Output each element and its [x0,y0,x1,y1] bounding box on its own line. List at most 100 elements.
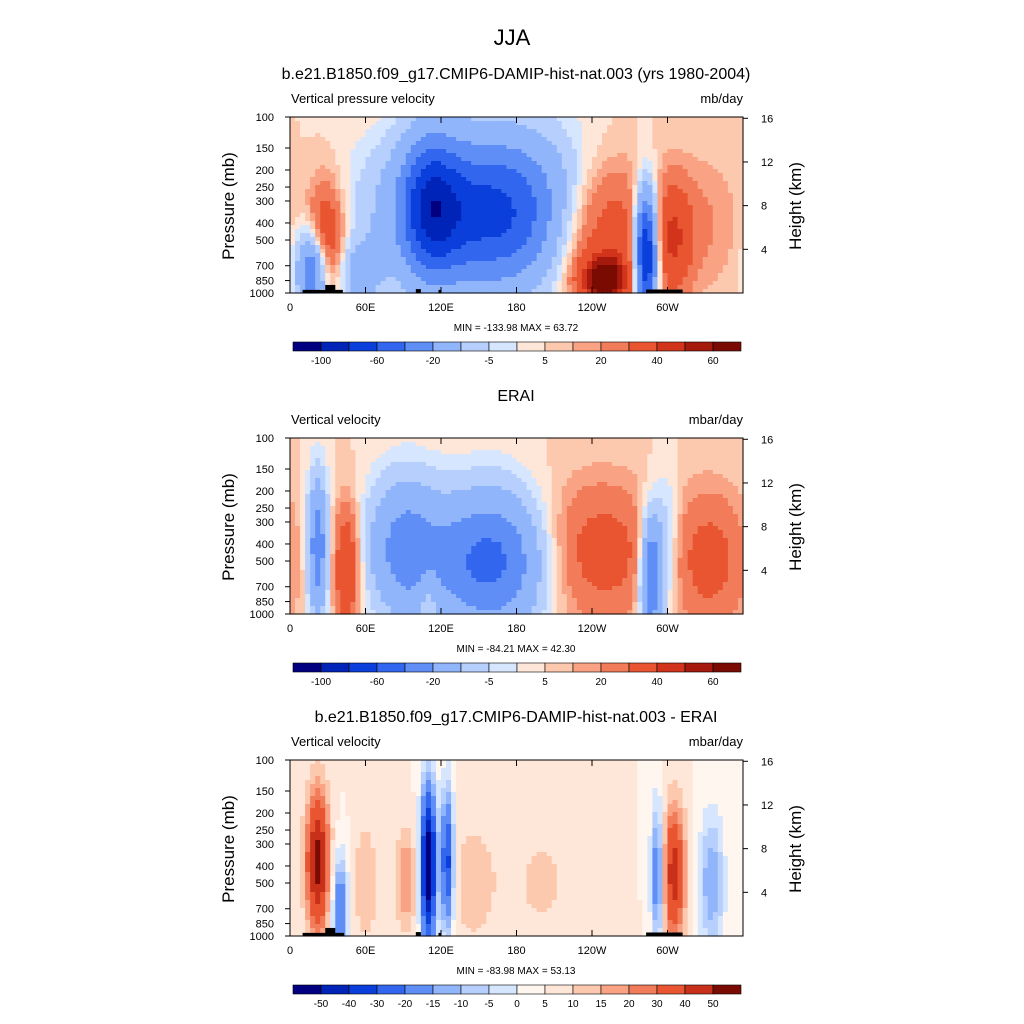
heatmap-cell [451,225,457,230]
heatmap-cell [592,213,598,218]
heatmap-cell [662,454,669,459]
heatmap-cell [320,281,326,286]
heatmap-cell [410,161,417,166]
heatmap-cell [441,137,447,142]
heatmap-cell [677,193,684,198]
heatmap-cell [300,229,306,234]
heatmap-cell [667,438,674,443]
heatmap-cell [737,121,744,126]
heatmap-cell [677,233,684,238]
heatmap-cell [712,177,719,182]
heatmap-cell [405,213,412,218]
heatmap-cell [471,253,477,258]
heatmap-cell [320,125,326,130]
heatmap-cell [516,474,523,479]
heatmap-cell [597,257,603,262]
heatmap-cell [375,273,382,278]
heatmap-cell [642,161,648,166]
heatmap-cell [506,177,513,182]
heatmap-cell [501,466,508,471]
heatmap-cell [707,442,714,447]
heatmap-cell [320,181,326,186]
heatmap-cell [521,185,528,190]
heatmap-cell [476,117,482,122]
heatmap-cell [300,121,306,126]
heatmap-cell [566,273,573,278]
heatmap-cell [597,269,603,274]
heatmap-cell [727,458,734,463]
heatmap-cell [566,470,573,475]
heatmap-cell [737,181,744,186]
heatmap-cell [602,273,608,278]
heatmap-cell [360,474,367,479]
heatmap-cell [345,454,351,459]
heatmap-cell [692,285,699,290]
heatmap-cell [652,261,659,266]
heatmap-cell [330,478,336,483]
heatmap-cell [642,285,648,290]
heatmap-cell [390,466,397,471]
heatmap-cell [581,281,588,286]
heatmap-cell [642,189,648,194]
heatmap-cell [687,217,694,222]
heatmap-cell [627,129,633,134]
heatmap-cell [446,229,452,234]
heatmap-cell [400,221,407,226]
heatmap-cell [290,273,296,278]
heatmap-cell [627,442,633,447]
heatmap-cell [516,289,523,294]
heatmap-cell [722,229,729,234]
heatmap-cell [712,281,719,286]
heatmap-cell [541,269,548,274]
heatmap-cell [576,193,583,198]
heatmap-cell [531,201,538,206]
heatmap-cell [370,249,377,254]
heatmap-cell [365,478,372,483]
heatmap-cell [481,458,487,463]
heatmap-cell [410,165,417,170]
heatmap-cell [466,145,472,150]
heatmap-cell [506,145,513,150]
heatmap-cell [461,145,467,150]
heatmap-cell [425,125,432,130]
heatmap-cell [491,217,497,222]
heatmap-cell [516,462,523,467]
heatmap-cell [390,165,397,170]
heatmap-cell [652,285,659,290]
heatmap-cell [576,209,583,214]
heatmap-cell [556,201,563,206]
heatmap-cell [586,245,593,250]
heatmap-cell [380,233,387,238]
heatmap-cell [702,442,709,447]
heatmap-cell [375,201,382,206]
heatmap-cell [501,458,508,463]
heatmap-cell [617,205,623,210]
heatmap-cell [682,221,689,226]
heatmap-cell [446,245,452,250]
heatmap-cell [556,217,563,222]
heatmap-cell [647,197,653,202]
heatmap-cell [702,121,709,126]
heatmap-cell [400,249,407,254]
heatmap-cell [486,201,492,206]
heatmap-cell [576,474,583,479]
heatmap-cell [592,289,598,294]
heatmap-cell [536,233,543,238]
heatmap-cell [451,189,457,194]
heatmap-cell [581,229,588,234]
heatmap-cell [637,181,643,186]
heatmap-cell [677,213,684,218]
heatmap-cell [425,265,432,270]
heatmap-cell [385,209,392,214]
heatmap-cell [380,169,387,174]
heatmap-cell [561,209,568,214]
heatmap-cell [511,141,518,146]
heatmap-cell [441,229,447,234]
heatmap-cell [617,233,623,238]
heatmap-cell [592,197,598,202]
heatmap-cell [531,125,538,130]
heatmap-cell [702,229,709,234]
heatmap-cell [732,141,739,146]
heatmap-cell [642,205,648,210]
heatmap-cell [541,470,548,475]
